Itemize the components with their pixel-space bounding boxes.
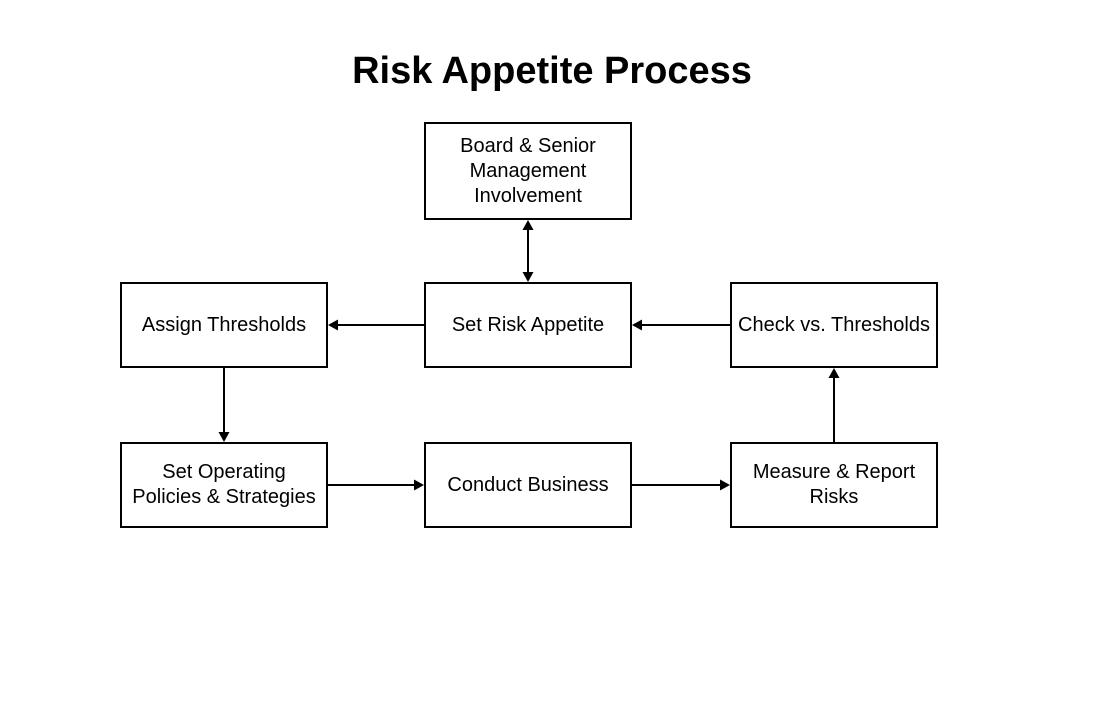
node-assign: Assign Thresholds <box>120 282 328 368</box>
node-label: Set Risk Appetite <box>452 313 604 338</box>
node-label: Board & Senior Management Involvement <box>432 134 624 209</box>
diagram-title: Risk Appetite Process <box>0 50 1104 93</box>
node-measure: Measure & Report Risks <box>730 442 938 528</box>
node-set-risk: Set Risk Appetite <box>424 282 632 368</box>
diagram-canvas: Risk Appetite Process Board & Senior Man… <box>0 0 1104 712</box>
node-label: Measure & Report Risks <box>738 460 930 510</box>
node-policies: Set Operating Policies & Strategies <box>120 442 328 528</box>
node-conduct: Conduct Business <box>424 442 632 528</box>
node-label: Assign Thresholds <box>142 313 306 338</box>
node-label: Set Operating Policies & Strategies <box>128 460 320 510</box>
node-board: Board & Senior Management Involvement <box>424 122 632 220</box>
node-label: Check vs. Thresholds <box>738 313 930 338</box>
node-check: Check vs. Thresholds <box>730 282 938 368</box>
node-label: Conduct Business <box>447 473 608 498</box>
